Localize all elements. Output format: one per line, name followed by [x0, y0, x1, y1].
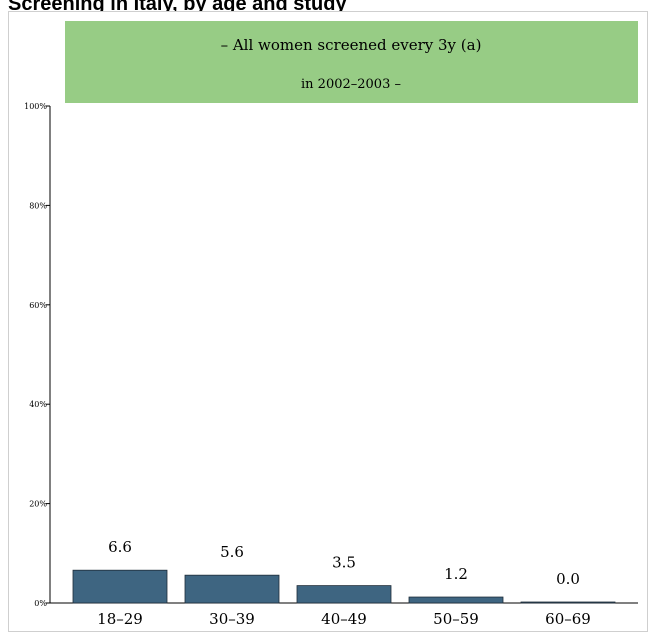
y-tick-label: 20%	[29, 500, 47, 509]
x-tick-label: 60–69	[545, 610, 591, 628]
bar-value-label: 3.5	[332, 554, 356, 572]
y-tick-label: 100%	[24, 102, 47, 111]
bar	[297, 586, 391, 603]
bar	[409, 597, 503, 603]
bar	[185, 575, 279, 603]
y-tick-label: 80%	[29, 201, 47, 210]
x-tick-label: 30–39	[209, 610, 255, 628]
bar-value-label: 0.0	[556, 570, 580, 588]
banner-line-1: – All women screened every 3y (a)	[221, 36, 482, 54]
banner-line-2: in 2002–2003 –	[301, 77, 401, 92]
bar	[73, 570, 167, 603]
bar-value-label: 5.6	[220, 543, 244, 561]
y-tick-label: 40%	[29, 400, 47, 409]
bar	[521, 602, 615, 603]
bar-value-label: 1.2	[444, 565, 468, 583]
x-tick-label: 40–49	[321, 610, 367, 628]
x-tick-label: 50–59	[433, 610, 479, 628]
y-tick-label: 60%	[29, 301, 47, 310]
bar-value-label: 6.6	[108, 538, 132, 556]
x-tick-label: 18–29	[97, 610, 143, 628]
y-tick-label: 0%	[34, 599, 47, 608]
